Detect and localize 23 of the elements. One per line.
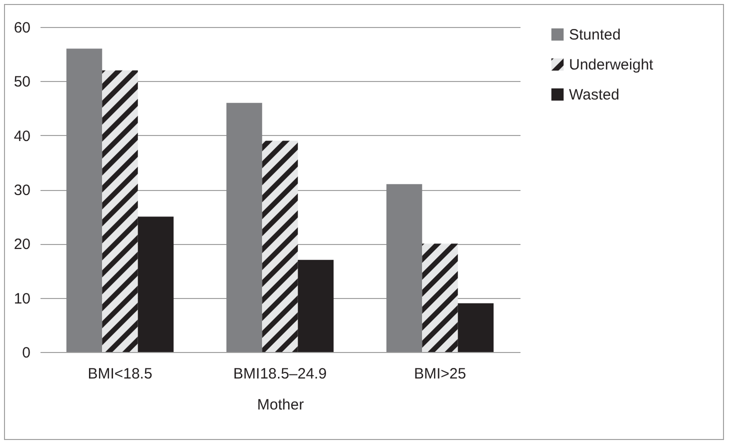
- y-tick-label: 20: [14, 236, 30, 254]
- y-tick-label: 60: [14, 20, 30, 36]
- bar: [458, 303, 494, 352]
- x-tick-label: BMI<18.5: [88, 366, 152, 382]
- y-tick-label: 30: [14, 182, 30, 199]
- bar: [386, 184, 422, 352]
- bar: [226, 102, 262, 352]
- bar: [138, 216, 174, 352]
- legend-label: Stunted: [569, 26, 621, 44]
- x-tick-label: BMI>25: [414, 366, 466, 382]
- bar: [298, 260, 334, 352]
- x-tick-label: BMI18.5–24.9: [233, 366, 327, 382]
- x-axis-title: Mother: [257, 396, 304, 414]
- bar: [262, 140, 298, 352]
- bar: [66, 48, 102, 352]
- y-tick-label: 40: [14, 128, 30, 145]
- y-tick-label: 50: [14, 74, 30, 91]
- legend-label: Underweight: [569, 56, 654, 74]
- y-tick-label: 10: [14, 290, 30, 308]
- bar: [102, 70, 138, 352]
- bar: [422, 244, 458, 352]
- y-tick-label: 0: [22, 344, 30, 362]
- legend-label: Wasted: [569, 86, 620, 104]
